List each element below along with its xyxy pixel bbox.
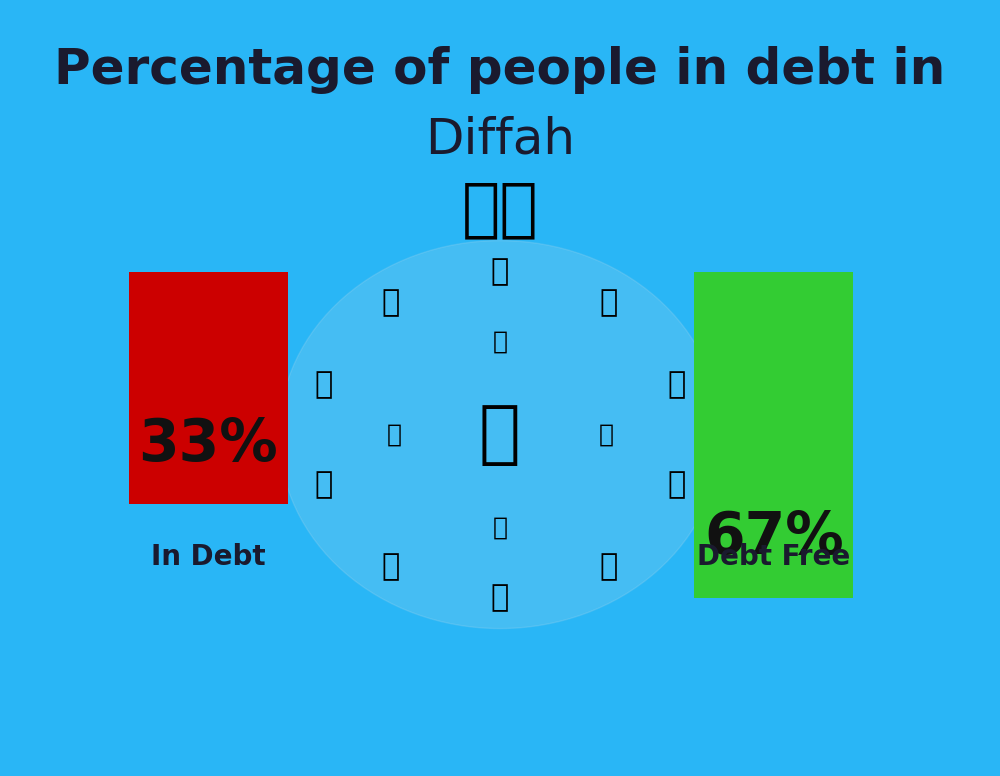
Text: 💳: 💳 [491,257,509,286]
Text: 💵: 💵 [314,470,333,500]
Text: Debt Free: Debt Free [697,543,851,571]
Text: 67%: 67% [704,510,844,566]
Text: In Debt: In Debt [151,543,266,571]
Text: 🚗: 🚗 [600,288,618,317]
Text: 🔐: 🔐 [492,330,508,353]
Text: 🏛️: 🏛️ [479,401,521,468]
Text: 💰: 💰 [600,552,618,581]
Circle shape [279,241,721,629]
Text: 🔑: 🔑 [314,369,333,399]
Text: Percentage of people in debt in: Percentage of people in debt in [54,46,946,94]
Text: 📊: 📊 [382,288,400,317]
Text: 🏦: 🏦 [491,583,509,612]
Text: 💼: 💼 [599,423,614,446]
Text: Diffah: Diffah [425,116,575,164]
Text: 🪙: 🪙 [492,516,508,539]
Text: 📋: 📋 [382,552,400,581]
Text: 🇵🇸: 🇵🇸 [462,178,538,241]
Text: 🎓: 🎓 [667,369,686,399]
Text: 🏠: 🏠 [667,470,686,500]
Text: 📱: 📱 [386,423,401,446]
Text: 33%: 33% [138,417,278,473]
FancyBboxPatch shape [694,272,853,598]
FancyBboxPatch shape [129,272,288,504]
